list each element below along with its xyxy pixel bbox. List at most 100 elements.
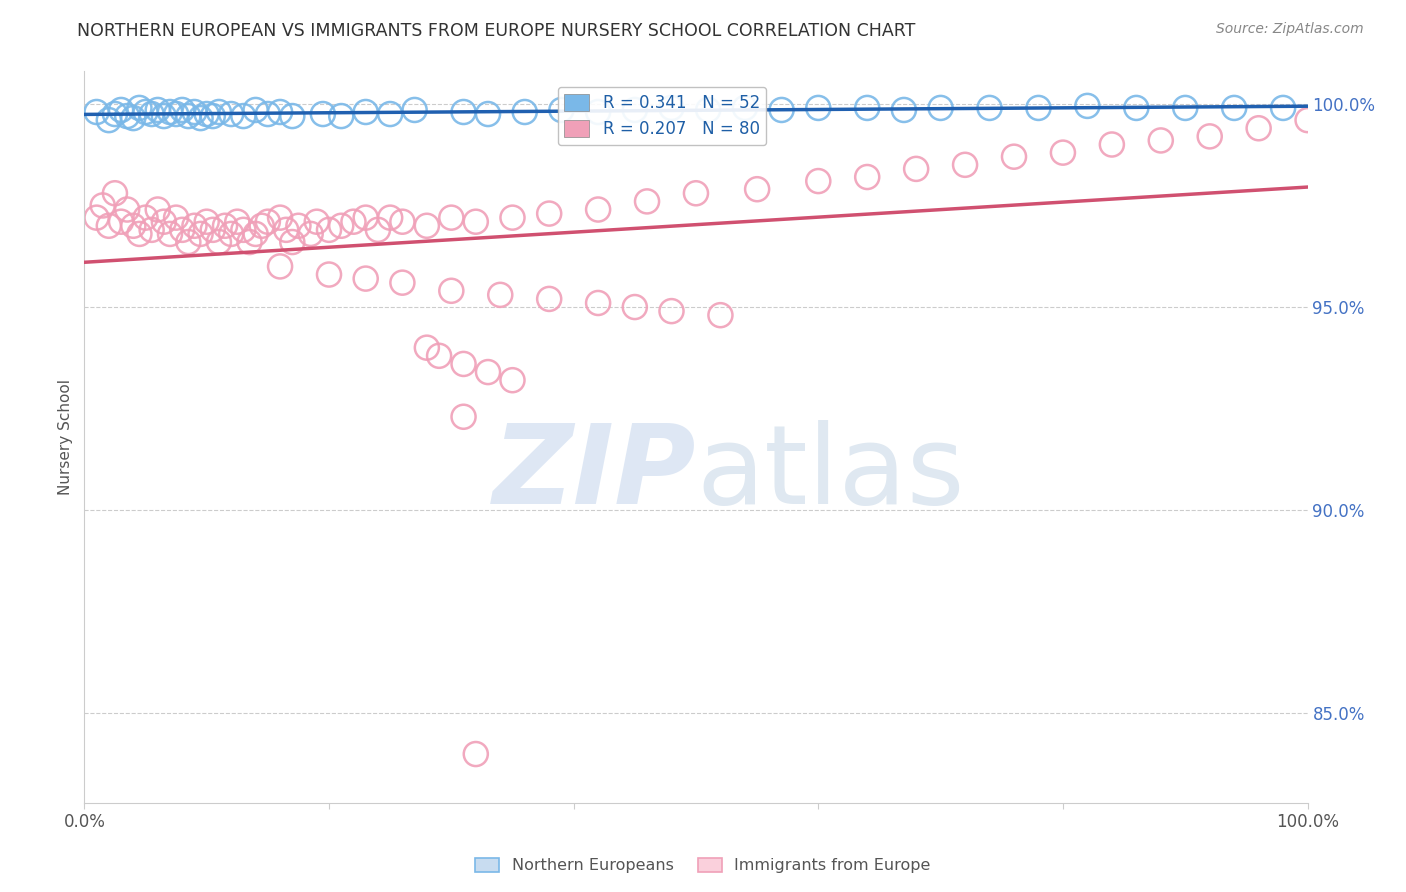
- Point: [141, 107, 163, 121]
- Point: [305, 215, 328, 229]
- Point: [287, 219, 309, 233]
- Point: [146, 103, 169, 117]
- Point: [135, 105, 157, 120]
- Point: [1272, 101, 1295, 115]
- Text: ZIP: ZIP: [492, 420, 696, 527]
- Point: [208, 105, 231, 120]
- Point: [747, 182, 769, 196]
- Point: [97, 113, 120, 128]
- Point: [330, 219, 353, 233]
- Point: [380, 107, 402, 121]
- Point: [734, 101, 756, 115]
- Point: [416, 341, 439, 355]
- Point: [502, 211, 524, 225]
- Point: [624, 103, 647, 117]
- Point: [380, 211, 402, 225]
- Point: [97, 219, 120, 233]
- Point: [250, 219, 273, 233]
- Point: [183, 105, 205, 120]
- Point: [1125, 101, 1147, 115]
- Point: [354, 211, 377, 225]
- Point: [661, 304, 683, 318]
- Point: [195, 215, 218, 229]
- Point: [122, 111, 145, 125]
- Point: [1150, 133, 1173, 147]
- Point: [453, 357, 475, 371]
- Point: [172, 223, 194, 237]
- Point: [538, 292, 561, 306]
- Point: [232, 109, 254, 123]
- Point: [440, 211, 463, 225]
- Point: [856, 169, 879, 184]
- Point: [1198, 129, 1220, 144]
- Point: [165, 211, 187, 225]
- Point: [1028, 101, 1050, 115]
- Point: [391, 215, 413, 229]
- Point: [586, 296, 609, 310]
- Point: [201, 223, 224, 237]
- Point: [354, 105, 377, 120]
- Point: [1247, 121, 1270, 136]
- Point: [257, 107, 280, 121]
- Point: [91, 198, 114, 212]
- Point: [661, 101, 683, 115]
- Point: [183, 219, 205, 233]
- Point: [245, 103, 267, 117]
- Point: [1076, 99, 1098, 113]
- Point: [245, 227, 267, 241]
- Point: [685, 186, 707, 201]
- Point: [856, 101, 879, 115]
- Point: [1296, 113, 1319, 128]
- Point: [269, 105, 291, 120]
- Point: [1223, 101, 1246, 115]
- Point: [195, 107, 218, 121]
- Point: [697, 103, 720, 117]
- Point: [312, 107, 335, 121]
- Point: [979, 101, 1001, 115]
- Point: [1174, 101, 1197, 115]
- Point: [905, 161, 928, 176]
- Point: [367, 223, 389, 237]
- Point: [318, 268, 340, 282]
- Point: [953, 158, 976, 172]
- Point: [201, 109, 224, 123]
- Point: [153, 109, 176, 123]
- Point: [586, 202, 609, 217]
- Point: [440, 284, 463, 298]
- Point: [281, 235, 304, 249]
- Point: [190, 111, 212, 125]
- Point: [159, 105, 181, 120]
- Point: [538, 206, 561, 220]
- Point: [929, 101, 952, 115]
- Point: [354, 271, 377, 285]
- Point: [636, 194, 658, 209]
- Point: [214, 219, 236, 233]
- Point: [238, 235, 260, 249]
- Point: [624, 300, 647, 314]
- Point: [115, 202, 138, 217]
- Point: [122, 219, 145, 233]
- Point: [257, 215, 280, 229]
- Point: [276, 223, 298, 237]
- Point: [342, 215, 364, 229]
- Point: [330, 109, 353, 123]
- Point: [110, 103, 132, 117]
- Point: [159, 227, 181, 241]
- Point: [165, 107, 187, 121]
- Point: [477, 365, 499, 379]
- Point: [453, 409, 475, 424]
- Legend: R = 0.341   N = 52, R = 0.207   N = 80: R = 0.341 N = 52, R = 0.207 N = 80: [558, 87, 766, 145]
- Point: [1002, 150, 1025, 164]
- Point: [141, 223, 163, 237]
- Point: [477, 107, 499, 121]
- Point: [709, 308, 731, 322]
- Point: [177, 109, 200, 123]
- Point: [269, 260, 291, 274]
- Point: [190, 227, 212, 241]
- Point: [219, 227, 242, 241]
- Point: [1101, 137, 1123, 152]
- Point: [115, 109, 138, 123]
- Point: [586, 105, 609, 120]
- Point: [104, 186, 127, 201]
- Point: [128, 227, 150, 241]
